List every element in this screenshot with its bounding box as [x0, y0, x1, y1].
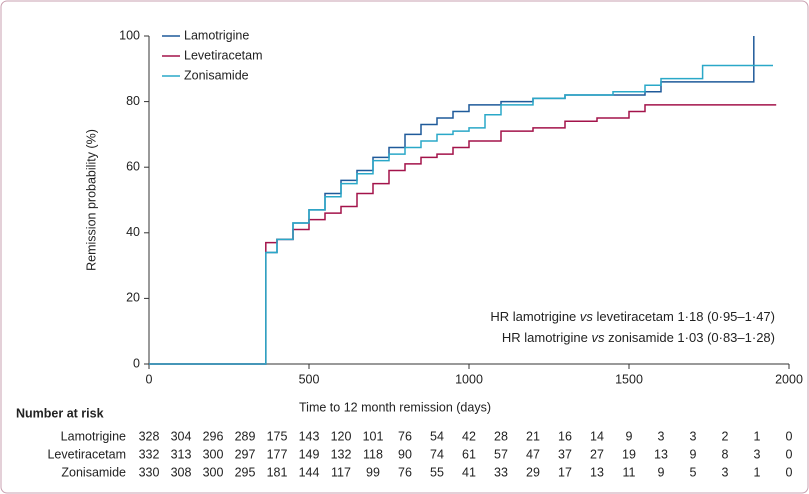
risk-value: 297	[235, 447, 256, 461]
risk-value: 8	[722, 447, 729, 461]
risk-value: 13	[590, 465, 604, 479]
risk-value: 330	[139, 465, 160, 479]
risk-value: 181	[267, 465, 288, 479]
risk-value: 42	[462, 429, 476, 443]
risk-value: 37	[558, 447, 572, 461]
y-tick-label: 60	[126, 159, 140, 173]
risk-value: 2	[722, 429, 729, 443]
annotation-part: HR lamotrigine	[502, 330, 592, 345]
annotation-part: vs	[591, 330, 605, 345]
risk-value: 149	[299, 447, 320, 461]
risk-value: 74	[430, 447, 444, 461]
risk-value: 21	[526, 429, 540, 443]
risk-row-name: Lamotrigine	[61, 429, 126, 443]
x-tick-label: 0	[146, 372, 153, 386]
risk-value: 19	[622, 447, 636, 461]
risk-value: 3	[690, 429, 697, 443]
risk-value: 29	[526, 465, 540, 479]
risk-row-name: Levetiracetam	[47, 447, 126, 461]
risk-value: 41	[462, 465, 476, 479]
legend-label: Zonisamide	[184, 68, 249, 82]
x-axis-label: Time to 12 month remission (days)	[299, 400, 491, 414]
risk-value: 332	[139, 447, 160, 461]
y-tick-label: 80	[126, 94, 140, 108]
annotation-part: vs	[580, 309, 594, 324]
risk-value: 1	[754, 465, 761, 479]
risk-value: 76	[398, 429, 412, 443]
risk-value: 3	[658, 429, 665, 443]
risk-value: 55	[430, 465, 444, 479]
risk-value: 76	[398, 465, 412, 479]
risk-value: 9	[626, 429, 633, 443]
risk-value: 313	[171, 447, 192, 461]
y-axis-label: Remission probability (%)	[84, 129, 98, 271]
survival-curve	[149, 104, 777, 365]
risk-value: 27	[590, 447, 604, 461]
risk-value: 144	[299, 465, 320, 479]
annotation: HR lamotrigine vs zonisamide 1·03 (0·83–…	[502, 330, 775, 345]
annotation-part: zonisamide 1·03 (0·83–1·28)	[604, 330, 775, 345]
risk-value: 5	[690, 465, 697, 479]
risk-value: 177	[267, 447, 288, 461]
risk-value: 300	[203, 447, 224, 461]
risk-value: 304	[171, 429, 192, 443]
risk-value: 3	[722, 465, 729, 479]
risk-value: 0	[786, 429, 793, 443]
risk-value: 132	[331, 447, 352, 461]
y-tick-label: 40	[126, 225, 140, 239]
risk-value: 117	[331, 465, 351, 479]
risk-value: 57	[494, 447, 508, 461]
annotation-part: HR lamotrigine	[490, 309, 580, 324]
risk-value: 54	[430, 429, 444, 443]
x-tick-label: 500	[299, 372, 320, 386]
risk-value: 14	[590, 429, 604, 443]
risk-value: 90	[398, 447, 412, 461]
risk-value: 296	[203, 429, 224, 443]
risk-value: 1	[754, 429, 761, 443]
risk-value: 9	[690, 447, 697, 461]
annotation: HR lamotrigine vs levetiracetam 1·18 (0·…	[490, 309, 775, 324]
risk-value: 120	[331, 429, 352, 443]
risk-table-title: Number at risk	[16, 406, 104, 420]
risk-value: 9	[658, 465, 665, 479]
risk-value: 28	[494, 429, 508, 443]
risk-value: 3	[754, 447, 761, 461]
x-tick-label: 2000	[775, 372, 803, 386]
risk-value: 61	[462, 447, 476, 461]
legend-label: Levetiracetam	[184, 48, 263, 62]
x-tick-label: 1500	[615, 372, 643, 386]
risk-value: 11	[623, 465, 636, 479]
risk-value: 175	[267, 429, 288, 443]
risk-value: 289	[235, 429, 256, 443]
y-tick-label: 0	[133, 356, 140, 370]
risk-value: 295	[235, 465, 256, 479]
y-tick-label: 100	[119, 28, 140, 42]
y-tick-label: 20	[126, 291, 140, 305]
risk-value: 13	[654, 447, 668, 461]
risk-value: 300	[203, 465, 224, 479]
x-tick-label: 1000	[455, 372, 483, 386]
risk-value: 118	[363, 447, 383, 461]
legend-label: Lamotrigine	[184, 28, 249, 42]
risk-value: 0	[786, 447, 793, 461]
risk-value: 101	[363, 429, 384, 443]
risk-value: 16	[558, 429, 572, 443]
annotation-part: levetiracetam 1·18 (0·95–1·47)	[593, 309, 775, 324]
risk-row-name: Zonisamide	[61, 465, 126, 479]
risk-value: 328	[139, 429, 160, 443]
risk-value: 33	[494, 465, 508, 479]
survival-curve	[149, 64, 773, 365]
risk-value: 0	[786, 465, 793, 479]
risk-value: 143	[299, 429, 320, 443]
risk-value: 17	[558, 465, 572, 479]
risk-value: 99	[366, 465, 380, 479]
risk-value: 47	[526, 447, 540, 461]
risk-value: 308	[171, 465, 192, 479]
